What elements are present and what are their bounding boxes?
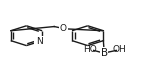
Text: OH: OH [112,45,126,54]
Text: B: B [101,48,108,58]
Text: O: O [60,24,67,33]
Text: N: N [36,37,42,46]
Text: HO: HO [83,45,97,54]
